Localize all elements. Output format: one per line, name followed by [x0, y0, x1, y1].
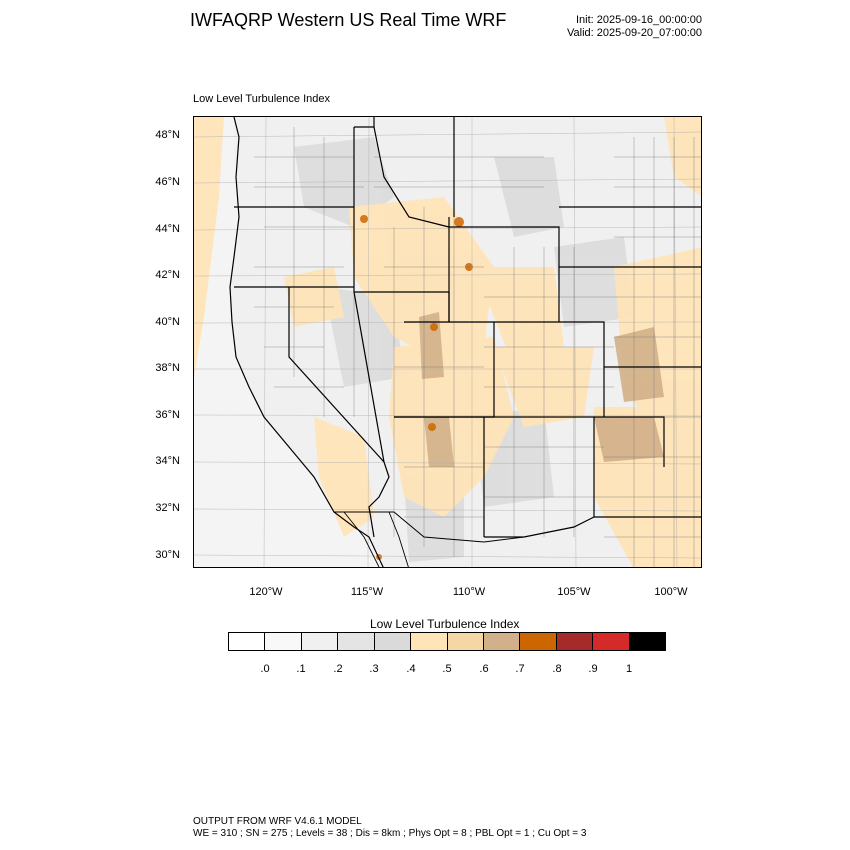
page-title: IWFAQRP Western US Real Time WRF [190, 10, 507, 30]
colorbar-title: Low Level Turbulence Index [370, 617, 520, 631]
coastline [229, 117, 384, 567]
map-canvas [194, 117, 701, 567]
colorbar-box [229, 633, 266, 650]
lon-label: 100°W [654, 586, 688, 598]
colorbar [228, 632, 666, 651]
lat-label: 48°N [155, 129, 180, 141]
colorbar-label: .1 [296, 663, 306, 675]
mexico-border [334, 511, 525, 543]
turbulence-high [419, 312, 664, 467]
lat-label: 30°N [155, 549, 180, 561]
lat-label: 42°N [155, 269, 180, 281]
colorbar-box [593, 633, 630, 650]
colorbar-label: .0 [260, 663, 270, 675]
colorbar-box [556, 633, 594, 650]
lat-label: 34°N [155, 455, 180, 467]
lat-label: 38°N [155, 362, 180, 374]
colorbar-box [338, 633, 375, 650]
colorbar-label: .6 [479, 663, 489, 675]
valid-time: Valid: 2025-09-20_07:00:00 [567, 27, 702, 39]
model-info-line1: OUTPUT FROM WRF V4.6.1 MODEL [193, 816, 362, 827]
colorbar-label: .3 [369, 663, 379, 675]
map-panel [193, 116, 702, 568]
colorbar-box [301, 633, 339, 650]
colorbar-box [374, 633, 412, 650]
lat-label: 44°N [155, 223, 180, 235]
lon-label: 115°W [350, 586, 384, 598]
colorbar-label: .4 [406, 663, 416, 675]
colorbar-box [483, 633, 521, 650]
colorbar-label: 1 [625, 663, 633, 675]
colorbar-box [629, 633, 666, 650]
colorbar-label: .5 [442, 663, 452, 675]
colorbar-box [265, 633, 302, 650]
map-subtitle: Low Level Turbulence Index [193, 93, 330, 105]
lon-label: 120°W [249, 586, 283, 598]
graticule [194, 117, 701, 567]
lon-label: 110°W [452, 586, 486, 598]
colorbar-box [447, 633, 484, 650]
gulf-of-california-coast [343, 511, 409, 567]
init-time: Init: 2025-09-16_00:00:00 [576, 14, 702, 26]
lat-label: 46°N [155, 176, 180, 188]
state-borders [234, 117, 701, 538]
colorbar-box [520, 633, 557, 650]
colorbar-label: .9 [588, 663, 598, 675]
colorbar-label: .2 [333, 663, 343, 675]
county-lines [254, 127, 701, 567]
lat-label: 32°N [155, 502, 180, 514]
lat-label: 40°N [155, 316, 180, 328]
lat-label: 36°N [155, 409, 180, 421]
model-info-line2: WE = 310 ; SN = 275 ; Levels = 38 ; Dis … [193, 828, 587, 839]
colorbar-label: .8 [552, 663, 562, 675]
colorbar-box [411, 633, 448, 650]
colorbar-label: .7 [515, 663, 525, 675]
lon-label: 105°W [557, 586, 591, 598]
